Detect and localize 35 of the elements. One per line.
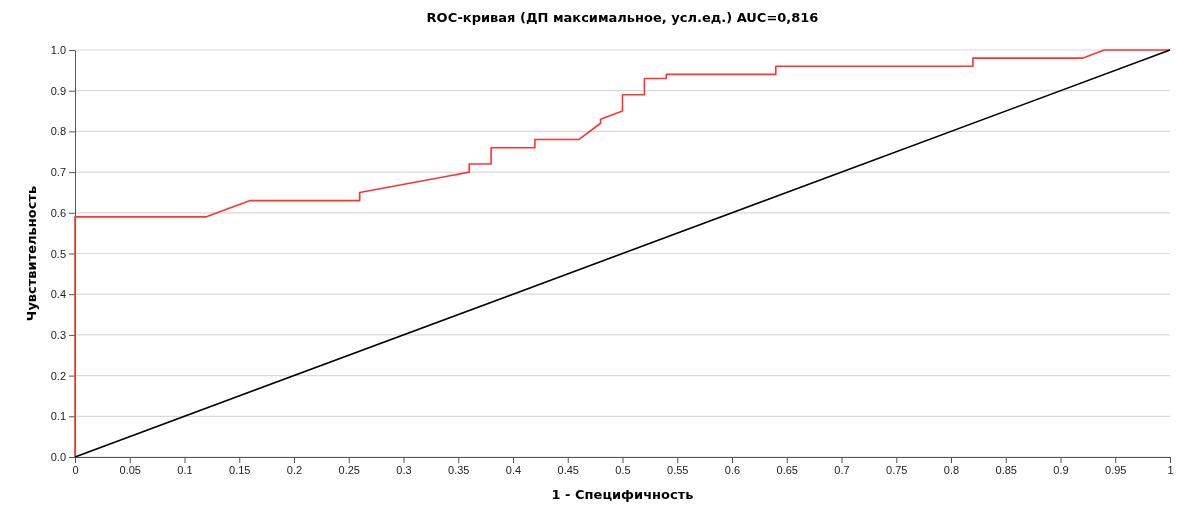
x-tick-label: 0.6 [724, 463, 741, 476]
y-tick-label: 0.3 [50, 328, 66, 341]
x-tick-label: 0.8 [943, 463, 960, 476]
y-tick-label: 0.0 [50, 451, 66, 464]
x-tick-label: 0 [72, 463, 79, 476]
y-tick-label: 0.5 [50, 247, 66, 260]
x-tick-label: 0.75 [886, 463, 908, 476]
y-tick-label: 1.0 [50, 44, 66, 57]
x-tick-label: 0.35 [448, 463, 470, 476]
x-tick-label: 1 [1167, 463, 1174, 476]
x-tick-label: 0.9 [1053, 463, 1069, 476]
x-tick-label: 0.15 [229, 463, 251, 476]
x-tick-label: 0.3 [396, 463, 412, 476]
y-tick-label: 0.6 [50, 206, 66, 219]
y-tick-label: 0.9 [50, 84, 66, 97]
x-tick-label: 0.65 [776, 463, 798, 476]
chart-title: ROC-кривая (ДП максимальное, усл.ед.) AUC=0,816 [426, 10, 819, 25]
x-tick-label: 0.4 [505, 463, 522, 476]
y-tick-label: 0.1 [50, 410, 66, 423]
x-tick-label: 0.05 [119, 463, 141, 476]
y-tick-label: 0.7 [50, 166, 66, 179]
x-tick-label: 0.85 [995, 463, 1017, 476]
x-tick-label: 0.55 [667, 463, 689, 476]
x-tick-label: 0.5 [615, 463, 631, 476]
x-tick-label: 0.2 [286, 463, 303, 476]
x-tick-label: 0.7 [834, 463, 850, 476]
y-tick-label: 0.2 [50, 369, 66, 382]
x-tick-label: 0.45 [557, 463, 579, 476]
x-axis-title: 1 - Специфичность [551, 487, 694, 502]
y-axis-title: Чувствительность [24, 185, 39, 322]
x-tick-label: 0.1 [177, 463, 193, 476]
x-tick-label: 0.95 [1105, 463, 1127, 476]
x-tick-label: 0.25 [338, 463, 360, 476]
y-tick-label: 0.8 [50, 125, 66, 138]
y-tick-label: 0.4 [50, 288, 66, 301]
